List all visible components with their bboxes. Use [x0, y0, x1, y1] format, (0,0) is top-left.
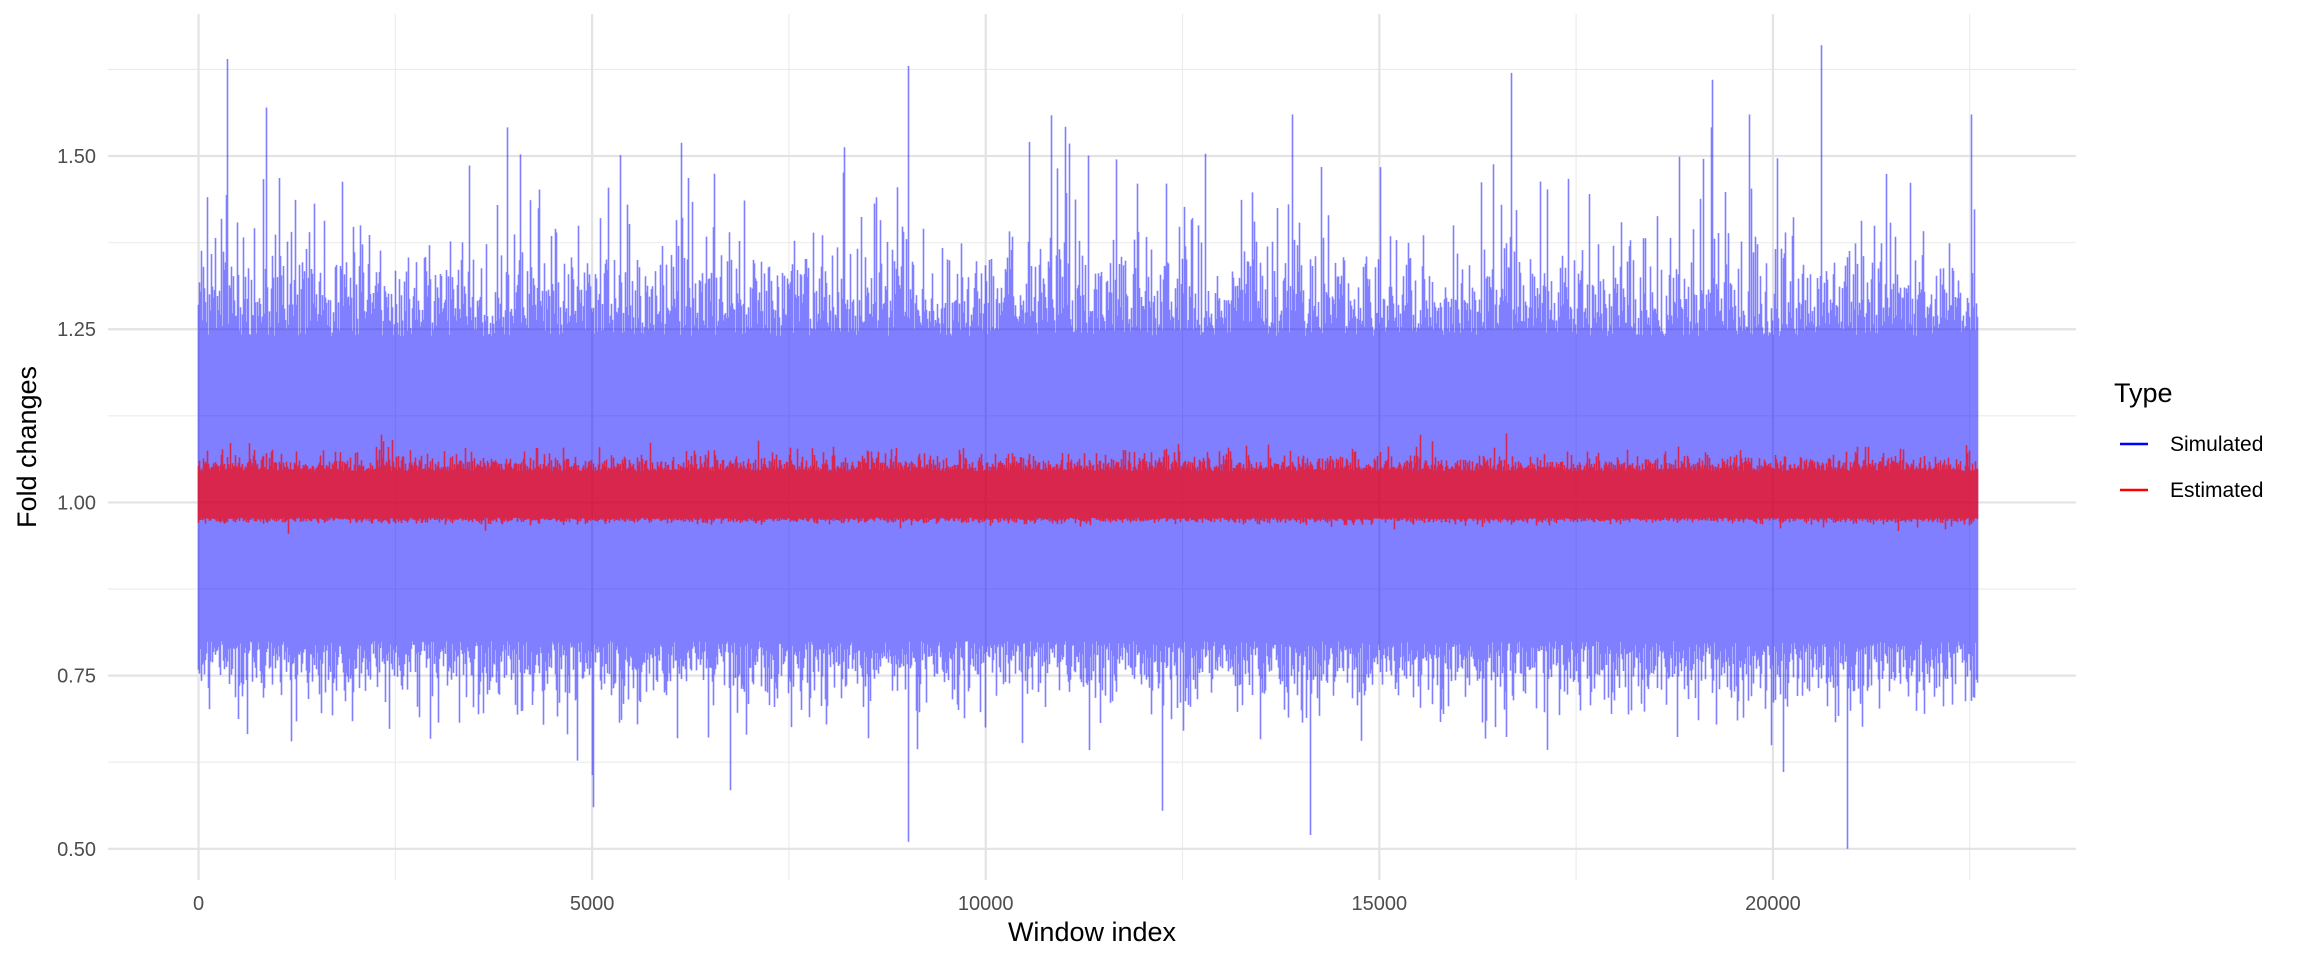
y-tick-label: 0.50: [57, 839, 96, 861]
legend-label-estimated: Estimated: [2170, 479, 2263, 502]
legend: Type Simulated Estimated: [2114, 378, 2263, 502]
series-simulated: [197, 45, 1979, 849]
y-tick-label: 0.75: [57, 666, 96, 688]
x-tick-label: 5000: [570, 893, 615, 915]
x-tick-label: 20000: [1745, 893, 1801, 915]
y-tick-label: 1.00: [57, 492, 96, 514]
series-layer: [197, 45, 1979, 849]
series-estimated: [197, 433, 1979, 534]
y-tick-label: 1.50: [57, 146, 96, 168]
y-tick-label: 1.25: [57, 319, 96, 341]
x-tick-label: 15000: [1352, 893, 1408, 915]
legend-title: Type: [2114, 378, 2173, 408]
y-axis-title: Fold changes: [12, 366, 42, 528]
x-tick-label: 0: [193, 893, 204, 915]
x-tick-label: 10000: [958, 893, 1014, 915]
x-axis-title: Window index: [1008, 917, 1177, 947]
legend-label-simulated: Simulated: [2170, 433, 2263, 456]
y-tick-labels: 0.50 0.75 1.00 1.25 1.50: [57, 146, 96, 861]
x-tick-labels: 0 5000 10000 15000 20000: [193, 893, 1801, 915]
